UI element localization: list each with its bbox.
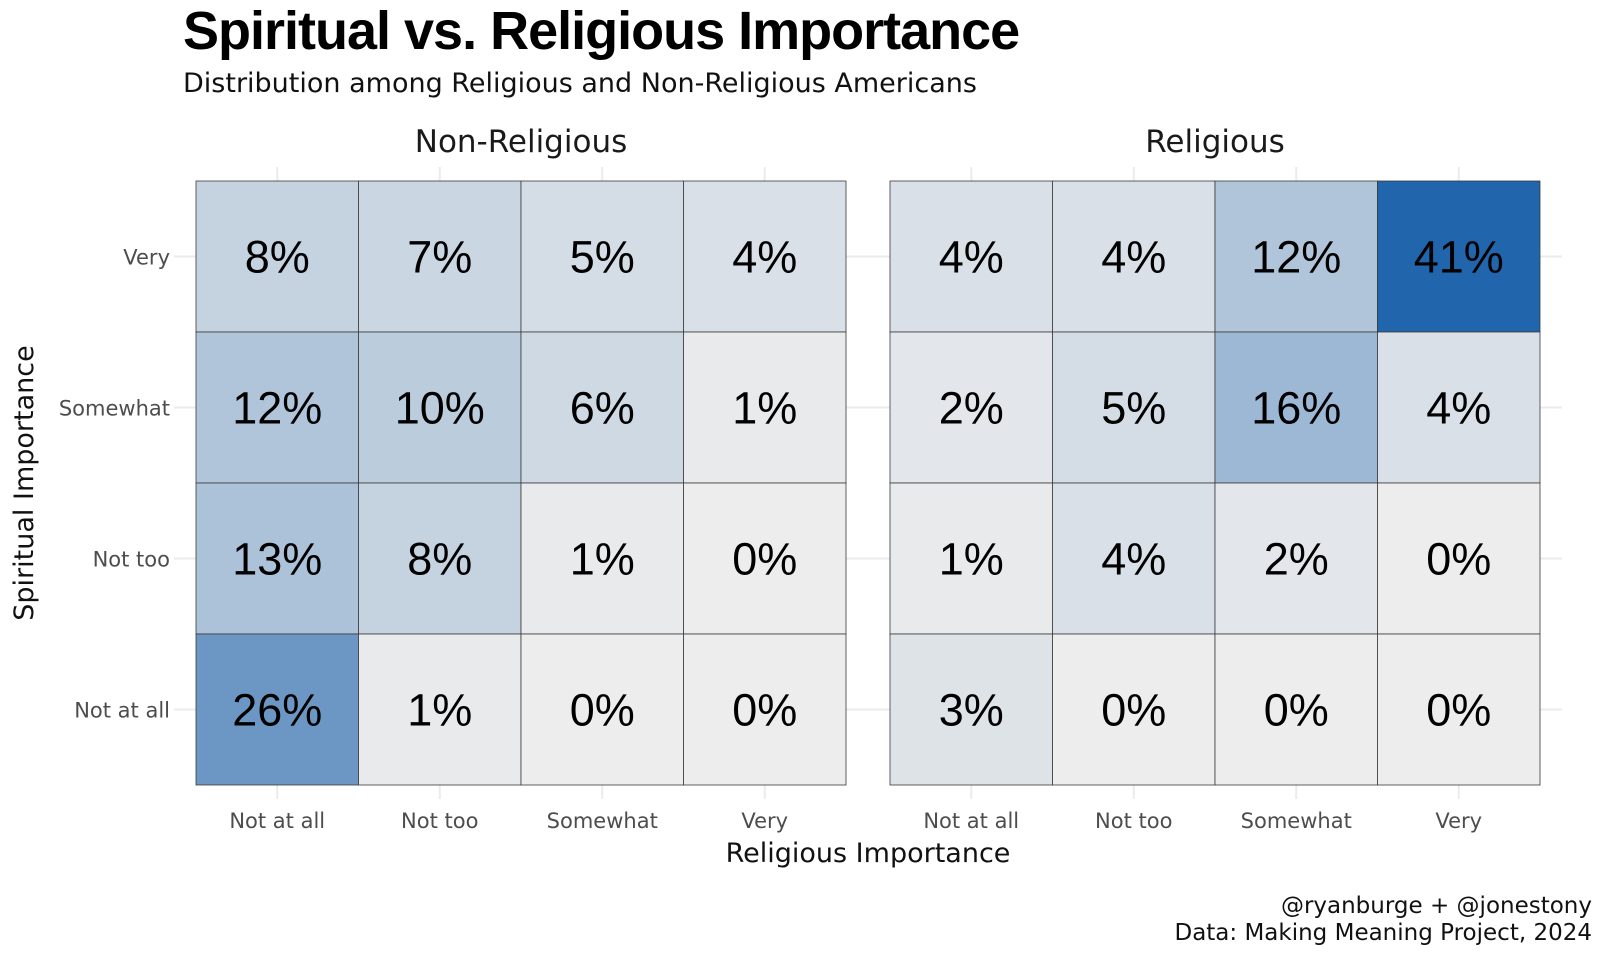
x-tick-label: Very: [741, 809, 788, 833]
cell-value-label: 0%: [732, 534, 797, 585]
cell-value-label: 1%: [570, 534, 635, 585]
y-tick-label: Somewhat: [59, 397, 170, 421]
cell-value-label: 0%: [570, 685, 635, 736]
cell-value-label: 0%: [1426, 534, 1491, 585]
cell-value-label: 26%: [232, 685, 322, 736]
x-tick-label: Not at all: [923, 809, 1019, 833]
y-tick-label: Not at all: [74, 699, 170, 723]
heatmap-cell: [358, 331, 522, 484]
cell-value-label: 4%: [732, 232, 797, 283]
cell-value-label: 12%: [232, 383, 322, 434]
heatmap-cell: [1377, 633, 1541, 786]
cell-value-label: 13%: [232, 534, 322, 585]
heatmap-cell: [1052, 633, 1216, 786]
heatmap-cell: [1377, 331, 1541, 484]
heatmap-cell: [195, 180, 359, 333]
cell-value-label: 0%: [1264, 685, 1329, 736]
cell-value-label: 41%: [1414, 232, 1504, 283]
chart-subtitle: Distribution among Religious and Non-Rel…: [183, 68, 977, 99]
heatmap-cell: [1214, 331, 1378, 484]
facet-label-non-religious: Non-Religious: [415, 124, 628, 160]
cell-value-label: 10%: [395, 383, 485, 434]
cell-value-label: 1%: [407, 685, 472, 736]
heatmap-cell: [683, 633, 847, 786]
cell-value-label: 7%: [407, 232, 472, 283]
cell-value-label: 2%: [1264, 534, 1329, 585]
heatmap-cell: [1214, 180, 1378, 333]
cell-value-label: 12%: [1251, 232, 1341, 283]
heatmap-cell: [520, 633, 684, 786]
heatmap-cell: [195, 331, 359, 484]
x-tick-label: Not at all: [229, 809, 325, 833]
heatmap-cell: [358, 633, 522, 786]
heatmap-cell: [683, 482, 847, 635]
facet-label-religious: Religious: [1145, 124, 1285, 160]
heatmap-cell: [520, 331, 684, 484]
x-tick-label: Not too: [1095, 809, 1172, 833]
cell-value-label: 5%: [1101, 383, 1166, 434]
x-tick-label: Somewhat: [1241, 809, 1352, 833]
cell-value-label: 0%: [1101, 685, 1166, 736]
heatmap-cell: [1052, 482, 1216, 635]
heatmap-cell: [195, 482, 359, 635]
y-tick-label: Very: [123, 246, 170, 270]
y-tick-label: Not too: [93, 548, 170, 572]
heatmap-cell: [889, 633, 1053, 786]
cell-value-label: 2%: [939, 383, 1004, 434]
heatmap-cell: [683, 180, 847, 333]
caption-credit: @ryanburge + @jonestony: [1280, 893, 1592, 919]
caption-source: Data: Making Meaning Project, 2024: [1174, 920, 1592, 946]
heatmap-cell: [1052, 331, 1216, 484]
heatmap-cell: [889, 482, 1053, 635]
y-axis-title: Spiritual Importance: [9, 345, 40, 620]
cell-value-label: 4%: [1101, 232, 1166, 283]
cell-value-label: 3%: [939, 685, 1004, 736]
heatmap-cell: [1377, 482, 1541, 635]
x-tick-label: Somewhat: [547, 809, 658, 833]
cell-value-label: 5%: [570, 232, 635, 283]
cell-value-label: 8%: [407, 534, 472, 585]
heatmap-cell: [1377, 180, 1541, 333]
cell-value-label: 8%: [245, 232, 310, 283]
heatmap-cell: [1052, 180, 1216, 333]
x-tick-label: Not too: [401, 809, 478, 833]
caption: @ryanburge + @jonestony Data: Making Mea…: [1174, 893, 1592, 947]
cell-value-label: 1%: [939, 534, 1004, 585]
heatmap-cell: [889, 331, 1053, 484]
cell-value-label: 4%: [1426, 383, 1491, 434]
cell-value-label: 4%: [1101, 534, 1166, 585]
cell-value-label: 0%: [732, 685, 797, 736]
heatmap-cell: [520, 180, 684, 333]
x-axis-title: Religious Importance: [726, 838, 1011, 869]
x-tick-label: Very: [1435, 809, 1482, 833]
heatmap-cell: [1214, 482, 1378, 635]
cell-value-label: 1%: [732, 383, 797, 434]
heatmap-cell: [683, 331, 847, 484]
heatmap-cell: [1214, 633, 1378, 786]
cell-value-label: 0%: [1426, 685, 1491, 736]
cell-value-label: 4%: [939, 232, 1004, 283]
heatmap-cell: [195, 633, 359, 786]
cell-value-label: 6%: [570, 383, 635, 434]
chart-title: Spiritual vs. Religious Importance: [183, 1, 1020, 61]
heatmap-cell: [358, 482, 522, 635]
cell-value-label: 16%: [1251, 383, 1341, 434]
heatmap-cell: [520, 482, 684, 635]
